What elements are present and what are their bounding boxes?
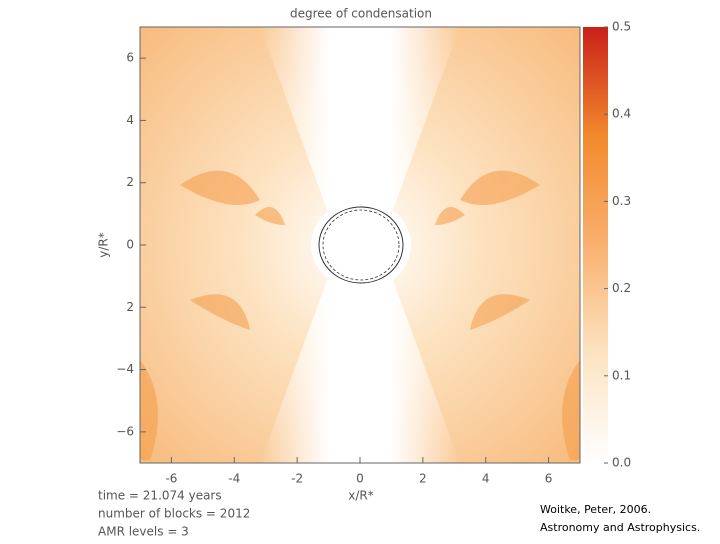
x-tick-label: -4: [228, 472, 240, 486]
y-tick-label: 4: [126, 113, 134, 127]
y-tick-label: 6: [126, 51, 134, 65]
colorbar-tick-label: 0.2: [612, 281, 631, 295]
x-tick-label: -6: [165, 472, 177, 486]
colorbar-tick-label: 0.4: [612, 107, 631, 121]
x-tick-label: 2: [419, 472, 427, 486]
citation: Astronomy and Astrophysics.: [540, 521, 700, 534]
annotation: AMR levels = 3: [98, 525, 189, 539]
x-tick-label: 4: [482, 472, 490, 486]
y-tick-label: −6: [116, 424, 134, 438]
x-tick-label: -2: [291, 472, 303, 486]
y-tick-label: 2: [126, 175, 134, 189]
colorbar: [583, 27, 608, 463]
colorbar-tick-label: 0.0: [612, 456, 631, 470]
x-tick-label: 0: [356, 472, 364, 486]
annotation: number of blocks = 2012: [98, 507, 250, 521]
y-tick-label: 0: [126, 238, 134, 252]
heatmap-image: [140, 27, 580, 463]
y-tick-label: 2: [126, 300, 134, 314]
colorbar-tick-label: 0.1: [612, 368, 631, 382]
x-tick-label: 6: [545, 472, 553, 486]
annotation: time = 21.074 years: [98, 489, 222, 503]
y-tick-label: −4: [116, 362, 134, 376]
colorbar-tick-label: 0.5: [612, 20, 631, 34]
x-axis-label: x/R*: [348, 489, 373, 503]
colorbar-tick-label: 0.3: [612, 194, 631, 208]
citation: Woitke, Peter, 2006.: [540, 503, 651, 516]
y-axis-label: y/R*: [97, 232, 111, 257]
chart-title: degree of condensation: [290, 7, 432, 21]
